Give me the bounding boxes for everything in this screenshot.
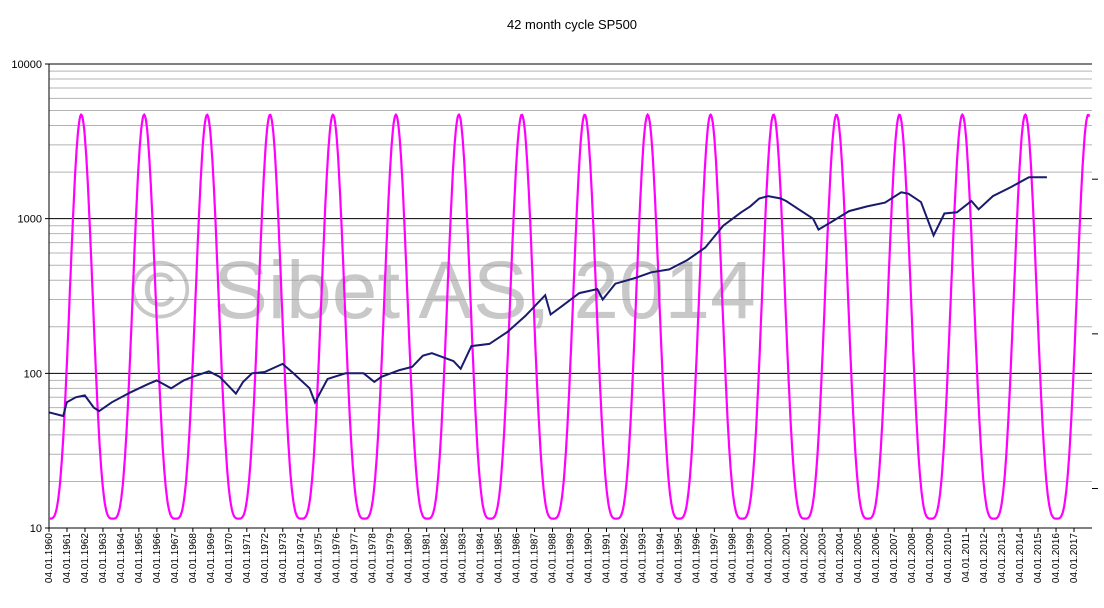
x-tick-label: 04.01.2003 xyxy=(817,533,828,583)
x-tick-label: 04.01.1982 xyxy=(440,533,451,583)
x-tick-label: 04.01.1972 xyxy=(260,533,271,583)
x-tick-label: 04.01.1995 xyxy=(673,533,684,583)
x-tick-label: 04.01.1988 xyxy=(548,533,559,583)
x-axis-labels: 04.01.1960 04.01.1961 04.01.1962 04.01.1963… xyxy=(44,533,1080,583)
x-tick-label: 04.01.2007 xyxy=(889,533,900,583)
x-tick-label: 04.01.1994 xyxy=(655,533,666,583)
x-tick-label: 04.01.1971 xyxy=(242,533,253,583)
y-tick-label: 100 xyxy=(24,368,42,380)
y-tick-label: 10000 xyxy=(11,59,42,71)
watermark: © Sibet AS, 2014 xyxy=(130,245,756,336)
x-tick-label: 04.01.1967 xyxy=(170,533,181,583)
sp500-series-line xyxy=(48,176,1047,418)
x-tick-label: 04.01.2010 xyxy=(943,533,954,583)
x-tick-label: 04.01.1963 xyxy=(98,533,109,583)
x-tick-label: 04.01.1983 xyxy=(458,533,469,583)
x-tick-label: 04.01.2008 xyxy=(907,533,918,583)
x-tick-label: 04.01.1986 xyxy=(512,533,523,583)
x-tick-label: 04.01.1977 xyxy=(350,533,361,583)
x-tick-label: 04.01.1980 xyxy=(404,533,415,583)
x-tick-label: 04.01.1961 xyxy=(62,533,73,583)
x-tick-label: 04.01.1978 xyxy=(368,533,379,583)
x-tick-label: 04.01.1979 xyxy=(386,533,397,583)
x-axis-ticks xyxy=(48,528,1075,532)
x-tick-label: 04.01.1990 xyxy=(583,533,594,583)
x-tick-label: 04.01.2017 xyxy=(1069,533,1080,583)
x-tick-label: 04.01.1985 xyxy=(494,533,505,583)
x-tick-label: 04.01.2015 xyxy=(1033,533,1044,583)
x-tick-label: 04.01.1970 xyxy=(224,533,235,583)
x-tick-label: 04.01.2013 xyxy=(997,533,1008,583)
x-tick-label: 04.01.2006 xyxy=(871,533,882,583)
x-tick-label: 04.01.1997 xyxy=(709,533,720,583)
x-tick-label: 04.01.1991 xyxy=(601,533,612,583)
chart-title: 42 month cycle SP500 xyxy=(507,17,637,32)
x-tick-label: 04.01.2012 xyxy=(979,533,990,583)
x-tick-label: 04.01.1989 xyxy=(566,533,577,583)
y-axis-labels: 10 100 1000 10000 xyxy=(11,59,42,535)
y-tick-label: 10 xyxy=(30,523,42,535)
x-tick-label: 04.01.1975 xyxy=(314,533,325,583)
x-tick-label: 04.01.2001 xyxy=(781,533,792,583)
x-tick-label: 04.01.1996 xyxy=(691,533,702,583)
x-tick-label: 04.01.2004 xyxy=(835,533,846,583)
x-tick-label: 04.01.2009 xyxy=(925,533,936,583)
x-tick-label: 04.01.1984 xyxy=(476,533,487,583)
x-tick-label: 04.01.1962 xyxy=(80,533,91,583)
x-tick-label: 04.01.1987 xyxy=(530,533,541,583)
x-tick-label: 04.01.1993 xyxy=(637,533,648,583)
x-tick-label: 04.01.2011 xyxy=(961,533,972,583)
x-tick-label: 04.01.1992 xyxy=(619,533,630,583)
x-tick-label: 04.01.2000 xyxy=(763,533,774,583)
x-tick-label: 04.01.1999 xyxy=(745,533,756,583)
x-tick-label: 04.01.1966 xyxy=(152,533,163,583)
x-tick-label: 04.01.2014 xyxy=(1015,533,1026,583)
right-axis-ticks xyxy=(1092,178,1098,490)
x-tick-label: 04.01.2002 xyxy=(799,533,810,583)
x-tick-label: 04.01.1969 xyxy=(206,533,217,583)
x-tick-label: 04.01.1960 xyxy=(44,533,55,583)
x-tick-label: 04.01.1964 xyxy=(116,533,127,583)
x-tick-label: 04.01.1968 xyxy=(188,533,199,583)
x-tick-label: 04.01.2016 xyxy=(1051,533,1062,583)
y-tick-label: 1000 xyxy=(18,214,42,226)
x-tick-label: 04.01.2005 xyxy=(853,533,864,583)
x-tick-label: 04.01.1976 xyxy=(332,533,343,583)
x-tick-label: 04.01.1973 xyxy=(278,533,289,583)
x-tick-label: 04.01.1974 xyxy=(296,533,307,583)
cycle-series-line xyxy=(49,112,1091,520)
x-tick-label: 04.01.1998 xyxy=(727,533,738,583)
x-tick-label: 04.01.1965 xyxy=(134,533,145,583)
x-tick-label: 04.01.1981 xyxy=(422,533,433,583)
